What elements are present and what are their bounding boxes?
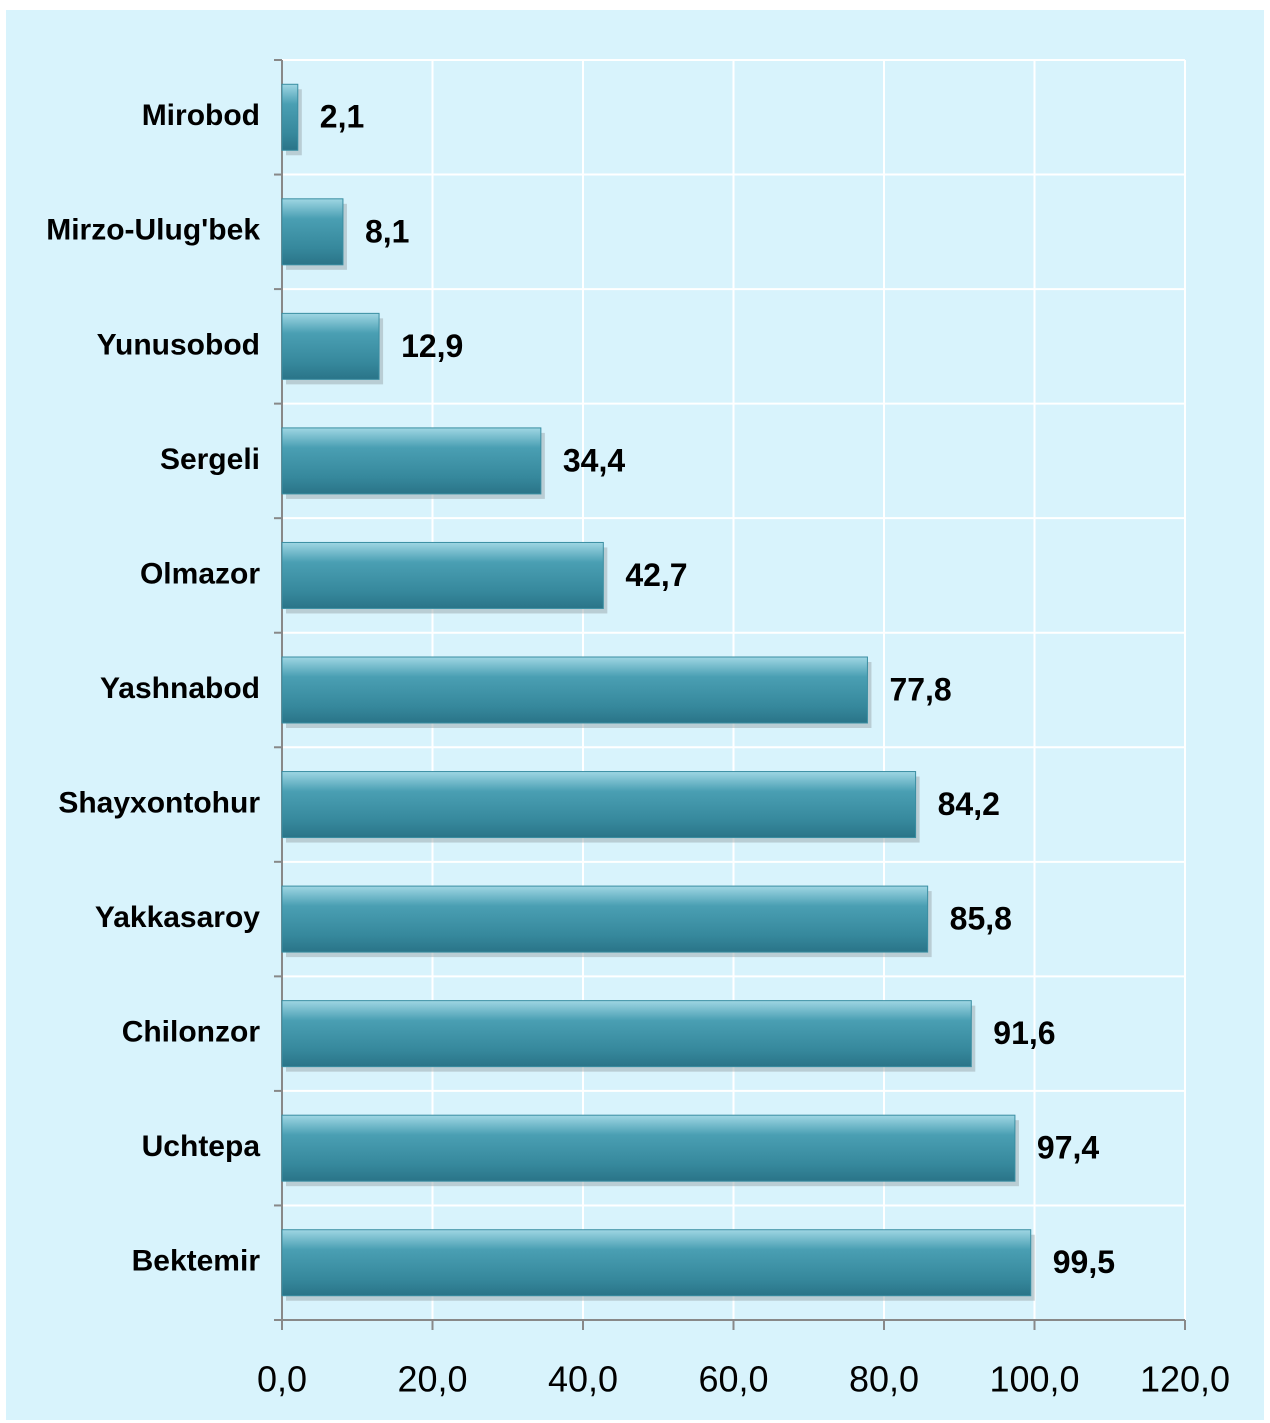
y-tick-label: Bektemir: [132, 1245, 261, 1278]
bar: [281, 771, 917, 839]
y-tick-label: Sergeli: [160, 443, 260, 476]
data-label: 12,9: [401, 328, 463, 364]
x-tick-label: 120,0: [1140, 1359, 1230, 1400]
bar: [281, 1114, 1016, 1182]
y-tick-label: Yashnabod: [100, 672, 260, 705]
data-label: 99,5: [1053, 1244, 1115, 1280]
data-label: 8,1: [365, 213, 409, 249]
bar: [281, 198, 344, 266]
x-tick-label: 0,0: [257, 1359, 307, 1400]
data-label: 2,1: [320, 99, 364, 135]
x-tick-label: 40,0: [548, 1359, 618, 1400]
bar: [281, 541, 604, 609]
data-label: 77,8: [889, 671, 951, 707]
y-tick-label: Yakkasaroy: [95, 901, 260, 934]
data-label: 97,4: [1037, 1130, 1099, 1166]
y-tick-label: Mirzo-Ulug'bek: [46, 214, 260, 247]
x-tick-label: 80,0: [849, 1359, 919, 1400]
data-label: 91,6: [993, 1015, 1055, 1051]
y-tick-label: Olmazor: [140, 557, 260, 590]
bar: [281, 885, 929, 953]
bar: [281, 1000, 972, 1068]
data-label: 34,4: [563, 442, 625, 478]
data-label: 42,7: [625, 557, 687, 593]
data-label: 84,2: [938, 786, 1000, 822]
y-tick-label: Uchtepa: [142, 1130, 261, 1163]
data-label: 85,8: [950, 901, 1012, 937]
bar: [281, 656, 868, 724]
bar: [281, 83, 299, 151]
y-tick-label: Shayxontohur: [58, 786, 260, 819]
y-tick-label: Chilonzor: [122, 1016, 261, 1049]
y-tick-label: Yunusobod: [97, 328, 260, 361]
y-tick-label: Mirobod: [142, 99, 260, 132]
x-tick-label: 100,0: [989, 1359, 1079, 1400]
bar: [281, 312, 380, 380]
x-tick-label: 60,0: [698, 1359, 768, 1400]
bar: [281, 1229, 1032, 1297]
bar: [281, 427, 542, 495]
x-tick-label: 20,0: [397, 1359, 467, 1400]
